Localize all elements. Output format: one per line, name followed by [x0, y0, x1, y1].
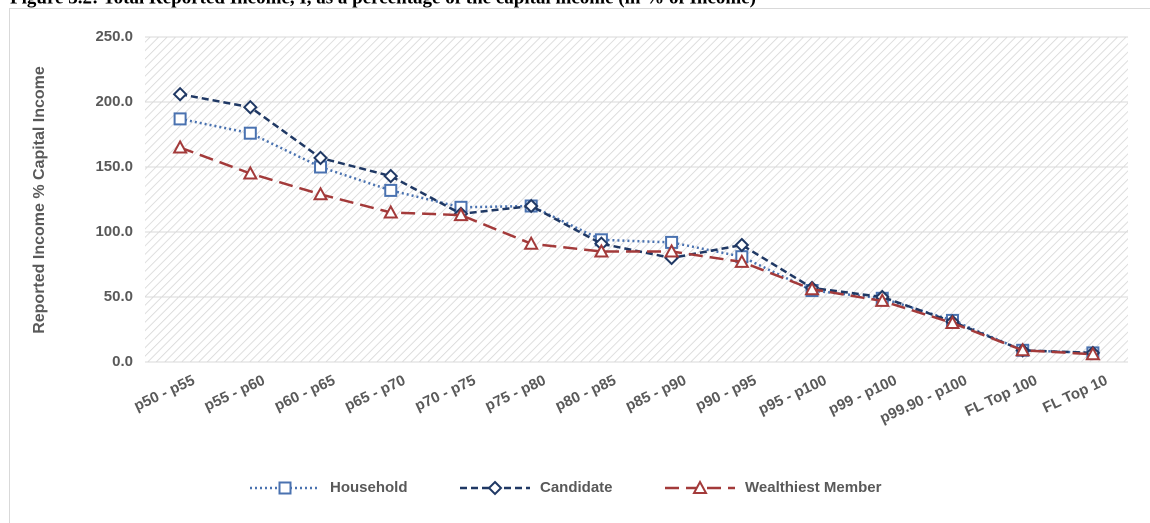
data-point [242, 99, 258, 115]
legend-marker [278, 481, 292, 495]
legend-marker [692, 479, 708, 494]
data-point [172, 86, 188, 102]
y-tick-label: 250.0 [95, 28, 133, 45]
data-point [523, 198, 539, 214]
data-point [172, 139, 188, 154]
data-point [874, 292, 890, 307]
data-point [384, 183, 398, 197]
x-tick-label: p95 - p100 [756, 372, 830, 418]
x-tick-label: p55 - p60 [202, 372, 268, 415]
data-point [593, 243, 610, 258]
data-point [1014, 342, 1031, 357]
legend-label: Wealthiest Member [745, 479, 882, 496]
x-tick-label: FL Top 100 [962, 372, 1040, 420]
x-tick-label: p50 - p55 [131, 372, 197, 415]
data-point [173, 112, 187, 126]
y-tick-label: 100.0 [95, 223, 133, 240]
series-line [179, 146, 1093, 356]
data-point [383, 168, 399, 184]
y-axis-label: Reported Income % Capital Income [31, 66, 48, 334]
plot-area [145, 37, 1128, 362]
y-tick-label: 200.0 [95, 93, 133, 110]
x-tick-label: p75 - p80 [482, 372, 548, 415]
x-tick-label: p65 - p70 [342, 372, 408, 415]
data-point [383, 204, 399, 219]
data-point [523, 235, 539, 250]
data-point [312, 186, 329, 201]
data-point [243, 126, 257, 140]
data-point [663, 243, 680, 258]
chart-border [9, 8, 1150, 523]
data-point [804, 281, 820, 296]
y-tick-label: 0.0 [112, 353, 133, 370]
data-point [1085, 346, 1101, 361]
data-point [453, 207, 469, 222]
x-tick-label: p70 - p75 [412, 372, 478, 415]
data-point [313, 150, 328, 166]
x-tick-label: p60 - p65 [272, 372, 338, 415]
legend-marker [487, 480, 503, 496]
x-tick-label: p85 - p90 [623, 372, 689, 415]
y-tick-label: 150.0 [95, 158, 133, 175]
data-point [944, 314, 961, 329]
data-point [734, 253, 750, 268]
data-point [734, 237, 750, 253]
legend-label: Candidate [540, 479, 613, 496]
x-tick-label: p90 - p95 [693, 372, 759, 415]
x-tick-label: p80 - p85 [553, 372, 619, 415]
y-tick-label: 50.0 [104, 288, 133, 305]
data-point [242, 165, 259, 180]
x-tick-label: FL Top 10 [1040, 372, 1110, 417]
legend-label: Household [330, 479, 408, 496]
chart-title: Figure 3.2: Total Reported Income, I, as… [10, 0, 756, 8]
